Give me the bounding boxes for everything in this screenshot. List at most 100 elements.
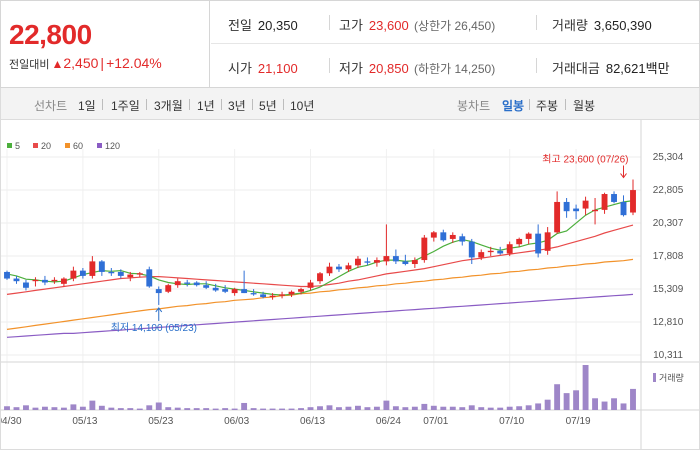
volume-bar bbox=[402, 407, 409, 410]
price-change: 전일대비 ▲2,450 | +12.04% bbox=[9, 55, 162, 72]
volume-bar bbox=[582, 365, 589, 410]
volume-bar bbox=[51, 407, 58, 410]
volume-bar bbox=[373, 406, 380, 410]
candle-body bbox=[573, 208, 580, 212]
high-label: 고가 bbox=[339, 18, 363, 33]
volume-legend-label: 거래량 bbox=[659, 372, 684, 383]
high-annotation: 최고 23,600 (07/26) bbox=[542, 154, 628, 166]
volume-bar bbox=[136, 408, 143, 410]
high-value: 23,600 bbox=[368, 18, 409, 33]
volume-bar bbox=[611, 398, 617, 410]
candle-body bbox=[13, 278, 20, 282]
volume-bar bbox=[108, 407, 115, 410]
low-annotation: 최저 14,100 (05/23) bbox=[111, 322, 197, 334]
candle-body bbox=[525, 233, 532, 239]
candle-body bbox=[592, 209, 599, 212]
x-tick-label: 07/19 bbox=[566, 416, 591, 427]
quote-panel: 22,800 전일대비 ▲2,450 | +12.04% 전일 20,350 고가 23,… bbox=[0, 0, 700, 88]
y-tick-label: 20,307 bbox=[653, 218, 684, 229]
candle-body bbox=[79, 270, 86, 276]
period-1d-button[interactable]: 1일 bbox=[78, 99, 96, 113]
period-3m-button[interactable]: 3개월 bbox=[154, 99, 183, 113]
candle-body bbox=[383, 256, 390, 262]
volume-value: 3,650,390 bbox=[593, 18, 652, 33]
x-tick-label: 04/30 bbox=[1, 416, 22, 427]
volume-bar bbox=[317, 406, 323, 410]
candle-body bbox=[136, 273, 143, 275]
volume-bar bbox=[146, 405, 153, 410]
candle-body bbox=[336, 266, 342, 270]
volume-bar bbox=[298, 408, 304, 410]
candle-weekly-button[interactable]: 주봉 bbox=[536, 99, 559, 113]
candle-body bbox=[354, 258, 361, 266]
volume-bar bbox=[620, 403, 627, 410]
price-summary: 22,800 전일대비 ▲2,450 | +12.04% bbox=[1, 1, 210, 87]
period-3y-button[interactable]: 3년 bbox=[228, 99, 246, 113]
line-chart-label: 선차트 bbox=[34, 99, 68, 113]
legend-swatch bbox=[97, 143, 102, 148]
candle-body bbox=[544, 232, 551, 251]
lower-limit-value: 14,250) bbox=[454, 62, 496, 76]
volume-bar bbox=[468, 405, 475, 410]
candle-body bbox=[440, 232, 447, 241]
divider bbox=[189, 99, 190, 110]
candle-body bbox=[478, 252, 485, 258]
candle-body bbox=[563, 201, 570, 212]
period-10y-button[interactable]: 10년 bbox=[290, 99, 315, 113]
annotation-arrowhead bbox=[155, 307, 163, 313]
candle-body bbox=[411, 260, 418, 265]
candle-body bbox=[146, 269, 153, 287]
volume-bar bbox=[32, 407, 39, 410]
volume-bar bbox=[231, 408, 238, 410]
candle-body bbox=[554, 201, 561, 233]
candle-body bbox=[174, 281, 181, 286]
divider bbox=[536, 15, 537, 30]
low: 저가 20,850 (하한가 14,250) bbox=[339, 58, 495, 77]
volume-bar bbox=[487, 407, 494, 410]
volume-bar bbox=[336, 407, 342, 410]
x-tick-label: 07/01 bbox=[423, 416, 448, 427]
volume-bar bbox=[354, 405, 361, 410]
candle-daily-button[interactable]: 일봉 bbox=[502, 99, 525, 113]
ma60-line bbox=[6, 258, 634, 330]
candle-body bbox=[241, 289, 248, 294]
upper-limit-label: (상한가 bbox=[414, 19, 452, 33]
prev-close-value: 20,350 bbox=[257, 18, 298, 33]
candle-body bbox=[317, 273, 323, 282]
trade-value-label: 거래대금 bbox=[552, 61, 600, 76]
low-label: 저가 bbox=[339, 61, 363, 76]
candle-monthly-button[interactable]: 월봉 bbox=[573, 99, 596, 113]
volume-bar bbox=[392, 406, 399, 410]
candle-chart-label: 봉차트 bbox=[457, 99, 491, 113]
candle-body bbox=[212, 287, 219, 291]
volume-bar bbox=[250, 408, 257, 410]
volume-bar bbox=[117, 408, 124, 410]
period-1w-button[interactable]: 1주일 bbox=[111, 99, 140, 113]
volume-bar bbox=[554, 384, 561, 410]
divider bbox=[329, 15, 330, 30]
y-tick-label: 22,805 bbox=[653, 185, 684, 196]
trade-value: 거래대금 82,621백만 bbox=[552, 58, 670, 77]
volume-bar bbox=[60, 407, 67, 410]
y-tick-label: 12,810 bbox=[653, 317, 684, 328]
high: 고가 23,600 (상한가 26,450) bbox=[339, 15, 495, 34]
candle-body bbox=[260, 294, 267, 298]
volume-bar bbox=[516, 406, 523, 410]
trade-value-value: 82,621 bbox=[605, 61, 646, 76]
candle-body bbox=[430, 232, 437, 238]
open-label: 시가 bbox=[228, 61, 252, 76]
volume-bar bbox=[41, 406, 48, 410]
period-5y-button[interactable]: 5년 bbox=[259, 99, 277, 113]
volume-bar bbox=[421, 403, 428, 410]
candle-body bbox=[459, 236, 466, 242]
x-tick-label: 06/24 bbox=[376, 416, 401, 427]
volume-bar bbox=[222, 408, 229, 410]
period-1y-button[interactable]: 1년 bbox=[197, 99, 215, 113]
legend-label: 20 bbox=[41, 141, 51, 151]
candle-body bbox=[60, 278, 67, 284]
volume-bar bbox=[430, 405, 437, 410]
legend-swatch bbox=[33, 143, 38, 148]
candle-body bbox=[32, 279, 39, 282]
y-tick-label: 25,304 bbox=[653, 152, 684, 163]
volume-bar bbox=[241, 402, 248, 410]
